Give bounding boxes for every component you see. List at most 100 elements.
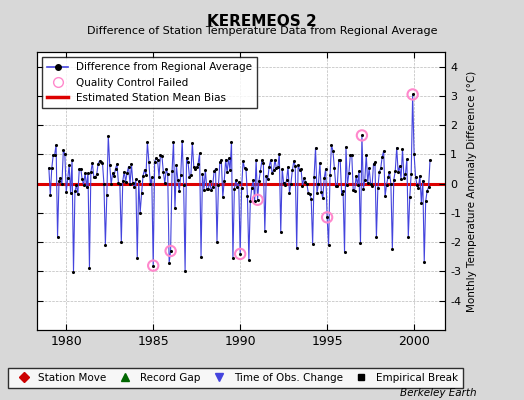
Point (288, 167, 297, 174)
Point (209, 184, 217, 190)
Point (178, 137, 187, 144)
Point (148, 174, 156, 180)
Point (93, 171, 101, 178)
Point (94, 160, 102, 167)
Point (291, 163, 299, 169)
Point (262, 173, 270, 180)
Point (371, 159, 379, 166)
Point (407, 171, 416, 177)
Point (181, 268, 189, 274)
Point (419, 178, 427, 184)
Point (103, 192, 111, 198)
Point (116, 181, 124, 188)
Point (292, 245, 301, 251)
Point (200, 187, 208, 193)
Point (195, 150, 204, 156)
Point (113, 161, 121, 167)
Point (366, 181, 375, 188)
Point (392, 144, 401, 151)
Point (362, 152, 370, 158)
Point (411, 173, 420, 180)
Point (136, 209, 144, 216)
Point (406, 194, 414, 200)
Point (271, 156, 279, 163)
Point (400, 175, 408, 182)
Point (236, 251, 244, 257)
Point (152, 155, 160, 161)
Point (337, 191, 346, 197)
Point (304, 190, 312, 196)
Point (114, 180, 123, 186)
Point (188, 140, 196, 146)
Point (104, 132, 113, 139)
Point (120, 168, 128, 175)
Point (149, 262, 157, 269)
Point (56, 175, 64, 181)
Point (322, 166, 330, 172)
Point (343, 182, 352, 188)
Point (375, 169, 384, 176)
Point (139, 172, 147, 179)
Point (378, 154, 386, 160)
Point (162, 166, 170, 172)
Point (275, 150, 283, 157)
Point (245, 256, 253, 263)
Point (171, 205, 179, 212)
Point (241, 165, 249, 172)
Point (80, 182, 88, 188)
Point (82, 184, 91, 190)
Point (328, 142, 336, 148)
Point (48, 165, 56, 172)
Text: Difference of Station Temperature Data from Regional Average: Difference of Station Temperature Data f… (87, 26, 437, 36)
Point (233, 184, 242, 190)
Point (88, 160, 96, 166)
Point (326, 172, 334, 178)
Point (274, 164, 282, 170)
Point (226, 167, 234, 174)
Point (63, 175, 72, 181)
Point (78, 176, 86, 182)
Point (75, 166, 83, 172)
Point (122, 178, 130, 185)
Point (391, 168, 399, 174)
Point (323, 214, 331, 220)
Point (140, 166, 149, 173)
Point (169, 138, 178, 145)
Point (133, 255, 141, 262)
Point (172, 162, 181, 168)
Point (305, 191, 314, 197)
Point (313, 190, 321, 196)
Point (205, 178, 214, 185)
Point (397, 176, 405, 182)
Point (281, 182, 289, 188)
Point (158, 152, 166, 159)
Point (53, 234, 62, 240)
Point (319, 195, 327, 202)
Point (69, 268, 78, 275)
Text: Berkeley Earth: Berkeley Earth (400, 388, 477, 398)
Point (255, 177, 263, 184)
Point (417, 199, 425, 206)
Point (278, 166, 287, 172)
Point (277, 229, 285, 236)
Point (91, 174, 100, 180)
Point (394, 169, 402, 176)
Point (249, 177, 257, 184)
Point (81, 170, 89, 176)
Point (340, 249, 348, 255)
Point (85, 265, 94, 271)
Point (420, 258, 429, 265)
Point (175, 188, 183, 194)
Point (179, 182, 188, 188)
Point (414, 185, 423, 191)
Point (198, 170, 206, 177)
Point (65, 162, 73, 168)
Point (345, 170, 353, 176)
Point (145, 158, 153, 165)
Point (315, 160, 324, 166)
Point (396, 163, 404, 169)
Point (266, 157, 275, 164)
Point (381, 193, 389, 200)
Point (390, 176, 398, 183)
Point (223, 169, 231, 176)
